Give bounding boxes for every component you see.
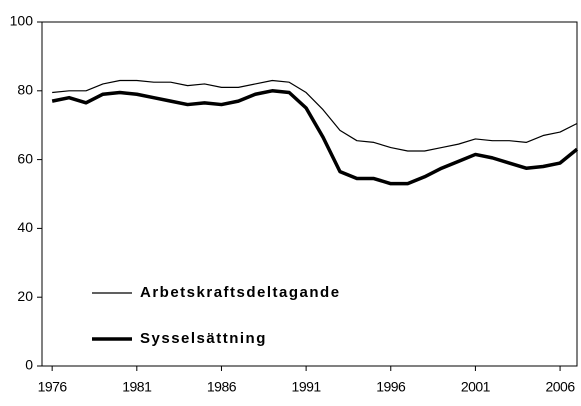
- x-tick-label: 1986: [207, 379, 237, 395]
- legend-label: Arbetskraftsdeltagande: [140, 284, 341, 301]
- series-line: [51, 89, 579, 186]
- x-tick-label: 2006: [545, 379, 575, 395]
- x-tick-label: 1991: [292, 379, 322, 395]
- y-tick-label: 80: [17, 82, 33, 98]
- y-tick-label: 0: [25, 357, 33, 373]
- legend-label: Sysselsättning: [140, 330, 267, 347]
- x-tick-label: 1981: [122, 379, 152, 395]
- x-tick-label: 2001: [461, 379, 491, 395]
- series-line: [52, 79, 578, 152]
- y-tick-label: 40: [17, 219, 33, 235]
- x-tick-label: 1996: [376, 379, 406, 395]
- x-tick-label: 1976: [38, 379, 68, 395]
- plot-frame: [41, 21, 578, 367]
- y-tick-label: 100: [10, 13, 34, 29]
- y-tick-label: 20: [17, 288, 33, 304]
- y-tick-label: 60: [17, 150, 33, 166]
